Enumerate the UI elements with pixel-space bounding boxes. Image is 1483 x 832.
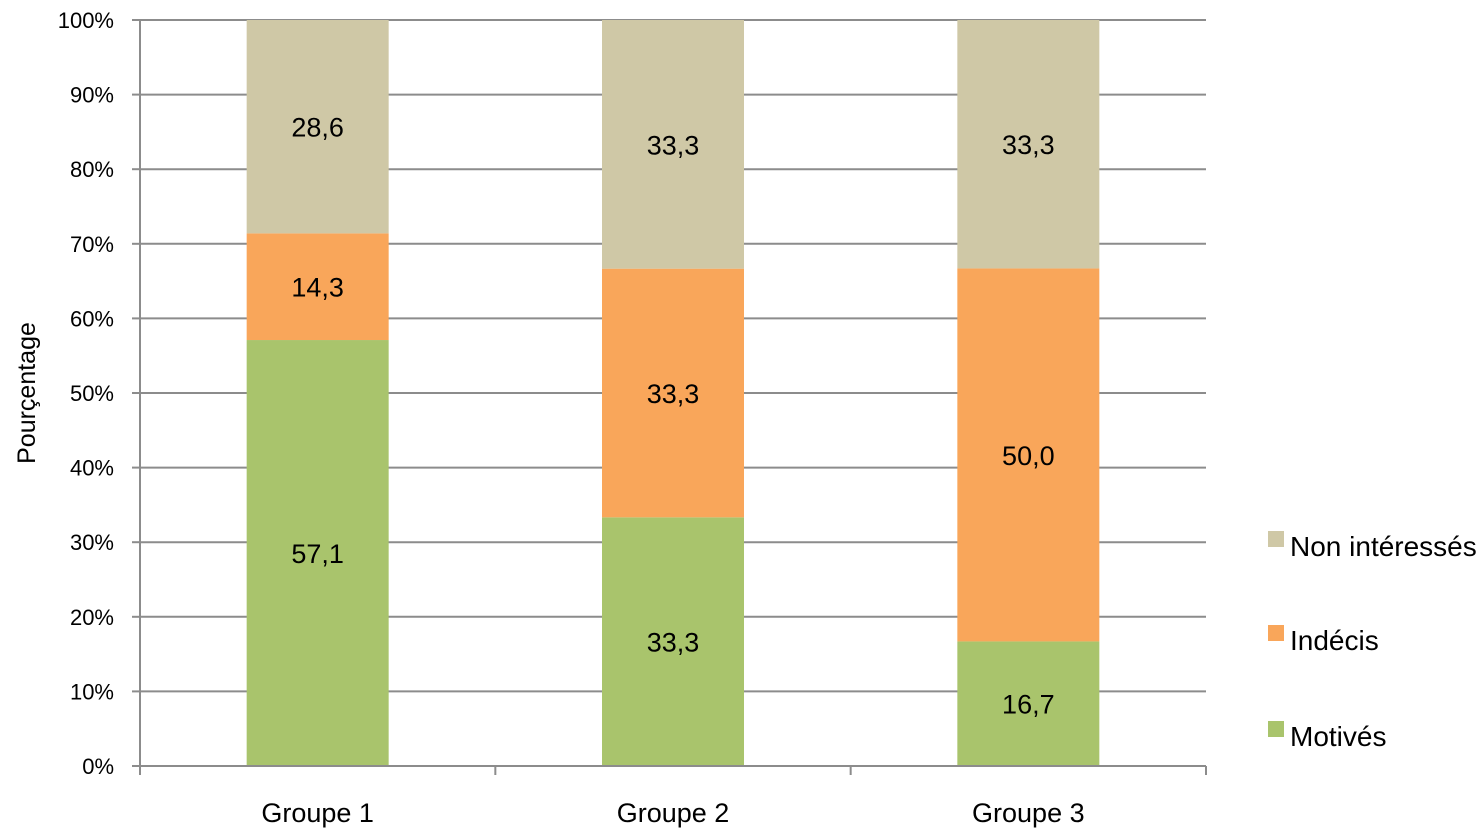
legend-swatch	[1268, 531, 1284, 547]
data-label: 33,3	[647, 628, 700, 658]
y-tick-label: 20%	[70, 605, 114, 630]
data-label: 28,6	[291, 113, 344, 143]
y-tick-label: 70%	[70, 232, 114, 257]
legend: Non intéressés Indécis Motivés	[1268, 531, 1477, 752]
data-label: 16,7	[1002, 690, 1055, 720]
x-tick-label: Groupe 2	[617, 798, 730, 828]
y-tick-label: 80%	[70, 157, 114, 182]
data-label: 33,3	[647, 130, 700, 160]
data-label: 57,1	[291, 539, 344, 569]
data-label: 14,3	[291, 273, 344, 303]
y-tick-label: 30%	[70, 530, 114, 555]
data-label: 33,3	[647, 379, 700, 409]
x-tick-label: Groupe 1	[261, 798, 374, 828]
y-tick-label: 60%	[70, 306, 114, 331]
y-tick-label: 50%	[70, 381, 114, 406]
legend-label: Non intéressés	[1290, 531, 1477, 562]
legend-swatch	[1268, 625, 1284, 641]
y-axis-title: Pourçentage	[13, 322, 41, 464]
y-tick-label: 90%	[70, 83, 114, 108]
y-tick-label: 100%	[58, 8, 114, 33]
data-label: 50,0	[1002, 441, 1055, 471]
y-tick-label: 10%	[70, 679, 114, 704]
legend-label: Indécis	[1290, 625, 1379, 656]
y-tick-label: 40%	[70, 456, 114, 481]
legend-swatch	[1268, 721, 1284, 737]
data-label: 33,3	[1002, 130, 1055, 160]
y-tick-label: 0%	[82, 754, 114, 779]
legend-label: Motivés	[1290, 721, 1386, 752]
x-tick-label: Groupe 3	[972, 798, 1085, 828]
